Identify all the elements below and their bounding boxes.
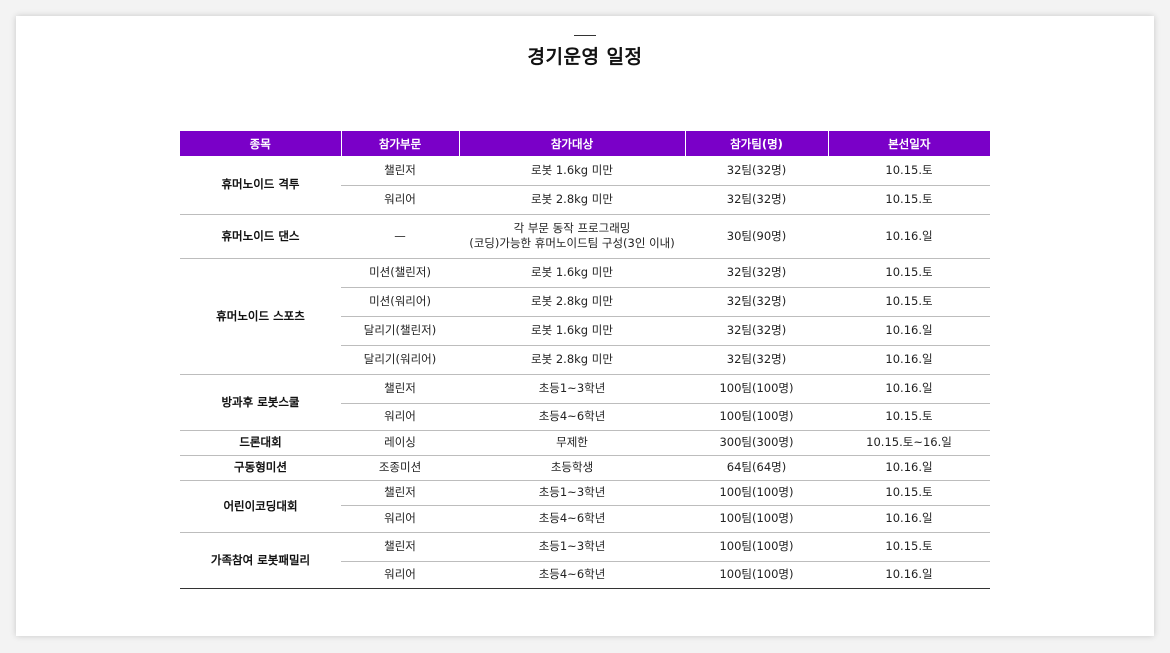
target-cell: 초등1~3학년 [459,480,685,506]
target-cell: 초등학생 [459,455,685,481]
date-cell: 10.15.토 [828,287,990,317]
division-cell: 챌린저 [341,156,459,186]
date-cell: 10.16.일 [828,505,990,533]
schedule-card: 경기운영 일정 종목 참가부문 참가대상 참가팀(명) 본선일자 휴머노이드 격… [16,16,1154,636]
table-row: 드론대회 레이싱 무제한 300팀(300명) 10.15.토~16.일 [180,430,990,456]
target-cell: 각 부문 동작 프로그래밍 (코딩)가능한 휴머노이드팀 구성(3인 이내) [459,214,685,259]
target-cell: 초등1~3학년 [459,532,685,562]
date-cell: 10.15.토 [828,185,990,215]
division-cell: 미션(챌린저) [341,258,459,288]
schedule-table: 종목 참가부문 참가대상 참가팀(명) 본선일자 휴머노이드 격투 챌린저 로봇… [180,131,990,589]
teams-cell: 100팀(100명) [685,403,828,431]
table-row: 휴머노이드 스포츠 미션(챌린저) 로봇 1.6kg 미만 32팀(32명) 1… [180,258,990,375]
table-row: 워리어 초등4~6학년 100팀(100명) 10.15.토 [180,403,990,431]
division-cell: 챌린저 [341,374,459,404]
target-cell: 무제한 [459,430,685,456]
teams-cell: 32팀(32명) [685,185,828,215]
table-row: 달리기(챌린저) 로봇 1.6kg 미만 32팀(32명) 10.16.일 [180,316,990,346]
category-cell: 방과후 로봇스쿨 [180,374,341,431]
date-cell: 10.15.토~16.일 [828,430,990,456]
table-row: 워리어 초등4~6학년 100팀(100명) 10.16.일 [180,505,990,533]
teams-cell: 32팀(32명) [685,345,828,375]
division-cell: 워리어 [341,561,459,589]
teams-cell: 100팀(100명) [685,532,828,562]
table-row: 달리기(워리어) 로봇 2.8kg 미만 32팀(32명) 10.16.일 [180,345,990,375]
category-cell: 휴머노이드 격투 [180,156,341,215]
target-cell: 로봇 2.8kg 미만 [459,287,685,317]
table-row: 워리어 초등4~6학년 100팀(100명) 10.16.일 [180,561,990,589]
header-teams: 참가팀(명) [684,131,828,156]
teams-cell: 300팀(300명) [685,430,828,456]
date-cell: 10.15.토 [828,532,990,562]
header-division: 참가부문 [340,131,459,156]
table-row: 구동형미션 조종미션 초등학생 64팀(64명) 10.16.일 [180,455,990,481]
teams-cell: 32팀(32명) [685,156,828,186]
target-cell: 초등1~3학년 [459,374,685,404]
header-date: 본선일자 [827,131,990,156]
teams-cell: 100팀(100명) [685,561,828,589]
date-cell: 10.15.토 [828,403,990,431]
target-cell: 로봇 2.8kg 미만 [459,345,685,375]
target-cell: 로봇 1.6kg 미만 [459,156,685,186]
target-line-1: 각 부문 동작 프로그래밍 [513,221,631,235]
division-cell: 레이싱 [341,430,459,456]
table-row: 어린이코딩대회 챌린저 초등1~3학년 100팀(100명) 10.15.토 [180,480,990,533]
category-cell: 휴머노이드 댄스 [180,214,341,259]
table-row: 가족참여 로봇패밀리 챌린저 초등1~3학년 100팀(100명) 10.15.… [180,532,990,589]
date-cell: 10.16.일 [828,374,990,404]
date-cell: 10.16.일 [828,345,990,375]
category-cell: 휴머노이드 스포츠 [180,258,341,375]
division-cell: 달리기(워리어) [341,345,459,375]
division-cell: 조종미션 [341,455,459,481]
division-cell: — [341,214,459,259]
target-cell: 로봇 1.6kg 미만 [459,258,685,288]
header-category: 종목 [180,131,341,156]
division-cell: 미션(워리어) [341,287,459,317]
teams-cell: 100팀(100명) [685,374,828,404]
target-cell: 초등4~6학년 [459,561,685,589]
date-cell: 10.16.일 [828,214,990,259]
target-cell: 로봇 1.6kg 미만 [459,316,685,346]
division-cell: 달리기(챌린저) [341,316,459,346]
title-rule [574,35,596,36]
date-cell: 10.15.토 [828,480,990,506]
teams-cell: 32팀(32명) [685,258,828,288]
table-row: 미션(워리어) 로봇 2.8kg 미만 32팀(32명) 10.15.토 [180,287,990,317]
table-row: 워리어 로봇 2.8kg 미만 32팀(32명) 10.15.토 [180,185,990,215]
teams-cell: 100팀(100명) [685,480,828,506]
date-cell: 10.15.토 [828,258,990,288]
teams-cell: 100팀(100명) [685,505,828,533]
division-cell: 워리어 [341,185,459,215]
date-cell: 10.16.일 [828,561,990,589]
date-cell: 10.16.일 [828,316,990,346]
teams-cell: 32팀(32명) [685,287,828,317]
header-target: 참가대상 [458,131,685,156]
target-cell: 초등4~6학년 [459,505,685,533]
category-cell: 어린이코딩대회 [180,480,341,533]
teams-cell: 64팀(64명) [685,455,828,481]
category-cell: 드론대회 [180,430,341,456]
teams-cell: 32팀(32명) [685,316,828,346]
table-header-row: 종목 참가부문 참가대상 참가팀(명) 본선일자 [180,131,990,156]
target-line-2: (코딩)가능한 휴머노이드팀 구성(3인 이내) [469,236,675,250]
division-cell: 워리어 [341,403,459,431]
table-row: 방과후 로봇스쿨 챌린저 초등1~3학년 100팀(100명) 10.16.일 [180,374,990,431]
target-cell: 초등4~6학년 [459,403,685,431]
date-cell: 10.16.일 [828,455,990,481]
division-cell: 챌린저 [341,532,459,562]
page-title: 경기운영 일정 [527,46,643,68]
category-cell: 구동형미션 [180,455,341,481]
table-row: 휴머노이드 댄스 — 각 부문 동작 프로그래밍 (코딩)가능한 휴머노이드팀 … [180,214,990,259]
division-cell: 워리어 [341,505,459,533]
division-cell: 챌린저 [341,480,459,506]
date-cell: 10.15.토 [828,156,990,186]
teams-cell: 30팀(90명) [685,214,828,259]
category-cell: 가족참여 로봇패밀리 [180,532,341,589]
table-row: 휴머노이드 격투 챌린저 로봇 1.6kg 미만 32팀(32명) 10.15.… [180,156,990,215]
target-cell: 로봇 2.8kg 미만 [459,185,685,215]
